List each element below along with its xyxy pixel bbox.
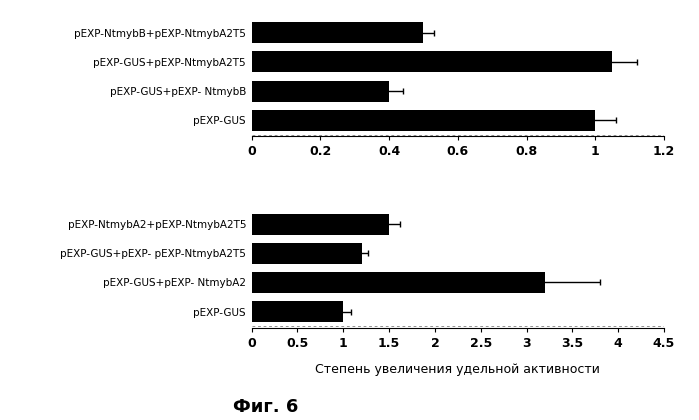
Bar [252, 110, 596, 131]
Bar [252, 81, 389, 102]
Text: Степень увеличения удельной активности: Степень увеличения удельной активности [315, 363, 600, 376]
Bar [252, 22, 424, 43]
Bar [252, 214, 389, 235]
Text: Фиг. 6: Фиг. 6 [233, 398, 298, 416]
Bar [252, 301, 343, 322]
Bar [252, 243, 361, 264]
Bar [252, 52, 612, 73]
Bar [252, 272, 545, 293]
